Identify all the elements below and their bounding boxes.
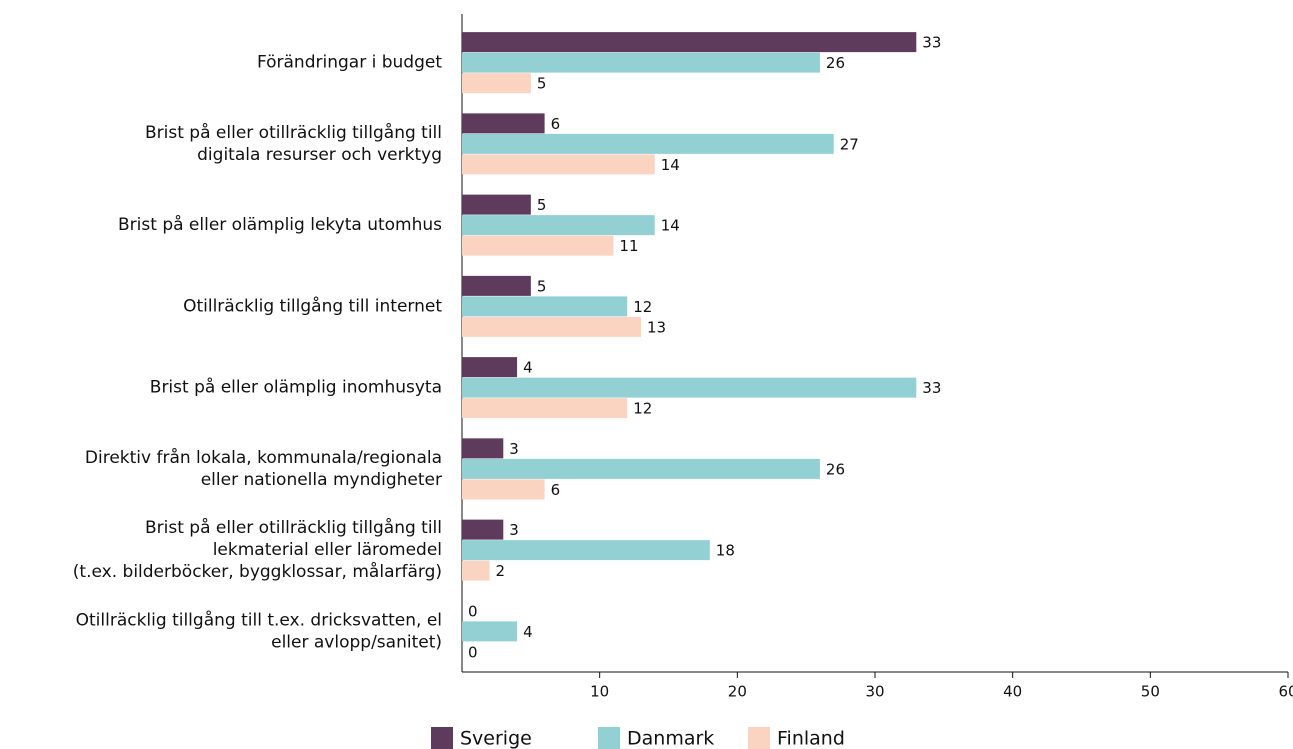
- bar: [462, 154, 655, 175]
- x-tick-label: 40: [1003, 683, 1022, 701]
- bar: [462, 479, 545, 500]
- value-label: 5: [537, 75, 547, 93]
- bar: [462, 133, 834, 154]
- value-label: 0: [468, 602, 478, 620]
- bar: [462, 357, 518, 378]
- value-label: 3: [509, 521, 519, 539]
- category-label: eller nationella myndigheter: [201, 470, 442, 490]
- category-label: Brist på eller olämplig inomhusyta: [150, 377, 442, 398]
- x-tick-label: 10: [590, 683, 609, 701]
- value-label: 3: [509, 440, 519, 458]
- x-tick-label: 30: [865, 683, 884, 701]
- bar: [462, 540, 710, 561]
- value-label: 18: [716, 542, 735, 560]
- x-tick-label: 20: [728, 683, 747, 701]
- value-label: 6: [551, 115, 561, 133]
- bar: [462, 275, 531, 296]
- value-label: 11: [619, 237, 638, 255]
- value-label: 14: [661, 217, 680, 235]
- x-tick-label: 60: [1278, 683, 1293, 701]
- category-label: Förändringar i budget: [257, 53, 442, 73]
- bar: [462, 519, 504, 540]
- value-label: 4: [523, 359, 533, 377]
- value-label: 33: [922, 379, 941, 397]
- legend-swatch: [748, 727, 770, 749]
- value-label: 2: [496, 562, 506, 580]
- category-label: Direktiv från lokala, kommunala/regional…: [85, 447, 442, 468]
- bar: [462, 458, 820, 479]
- category-label: Brist på eller olämplig lekyta utomhus: [118, 214, 442, 235]
- bar: [462, 316, 641, 337]
- bar: [462, 235, 614, 256]
- bar: [462, 194, 531, 215]
- value-label: 14: [661, 156, 680, 174]
- value-label: 26: [826, 54, 845, 72]
- x-tick-label: 50: [1141, 683, 1160, 701]
- value-label: 6: [551, 481, 561, 499]
- category-label: Otillräcklig tillgång till internet: [183, 295, 442, 316]
- category-label: eller avlopp/sanitet): [271, 632, 442, 652]
- bar: [462, 215, 655, 236]
- value-label: 13: [647, 318, 666, 336]
- category-label: (t.ex. bilderböcker, byggklossar, målarf…: [73, 561, 442, 582]
- value-label: 26: [826, 460, 845, 478]
- legend-swatch: [598, 727, 620, 749]
- bar: [462, 621, 518, 642]
- value-label: 5: [537, 277, 547, 295]
- legend-label: Finland: [777, 728, 845, 749]
- bar: [462, 560, 490, 581]
- value-label: 12: [633, 400, 652, 418]
- bar: [462, 438, 504, 459]
- category-label: lekmaterial eller läromedel: [213, 540, 442, 560]
- category-label: Brist på eller otillräcklig tillgång til…: [145, 517, 442, 538]
- legend-label: Sverige: [460, 728, 532, 749]
- legend-swatch: [431, 727, 453, 749]
- bar: [462, 296, 628, 317]
- bar: [462, 377, 917, 398]
- value-label: 27: [840, 135, 859, 153]
- bar: [462, 73, 531, 94]
- category-label: Brist på eller otillräcklig tillgång til…: [145, 122, 442, 143]
- bar: [462, 113, 545, 134]
- bar: [462, 52, 820, 73]
- value-label: 33: [922, 34, 941, 52]
- bar: [462, 398, 628, 419]
- category-label: digitala resurser och verktyg: [197, 145, 442, 165]
- value-label: 4: [523, 623, 533, 641]
- legend-label: Danmark: [627, 728, 714, 749]
- value-label: 12: [633, 298, 652, 316]
- category-label: Otillräcklig tillgång till t.ex. dricksv…: [76, 609, 442, 630]
- bar: [462, 32, 917, 53]
- value-label: 5: [537, 196, 547, 214]
- value-label: 0: [468, 643, 478, 661]
